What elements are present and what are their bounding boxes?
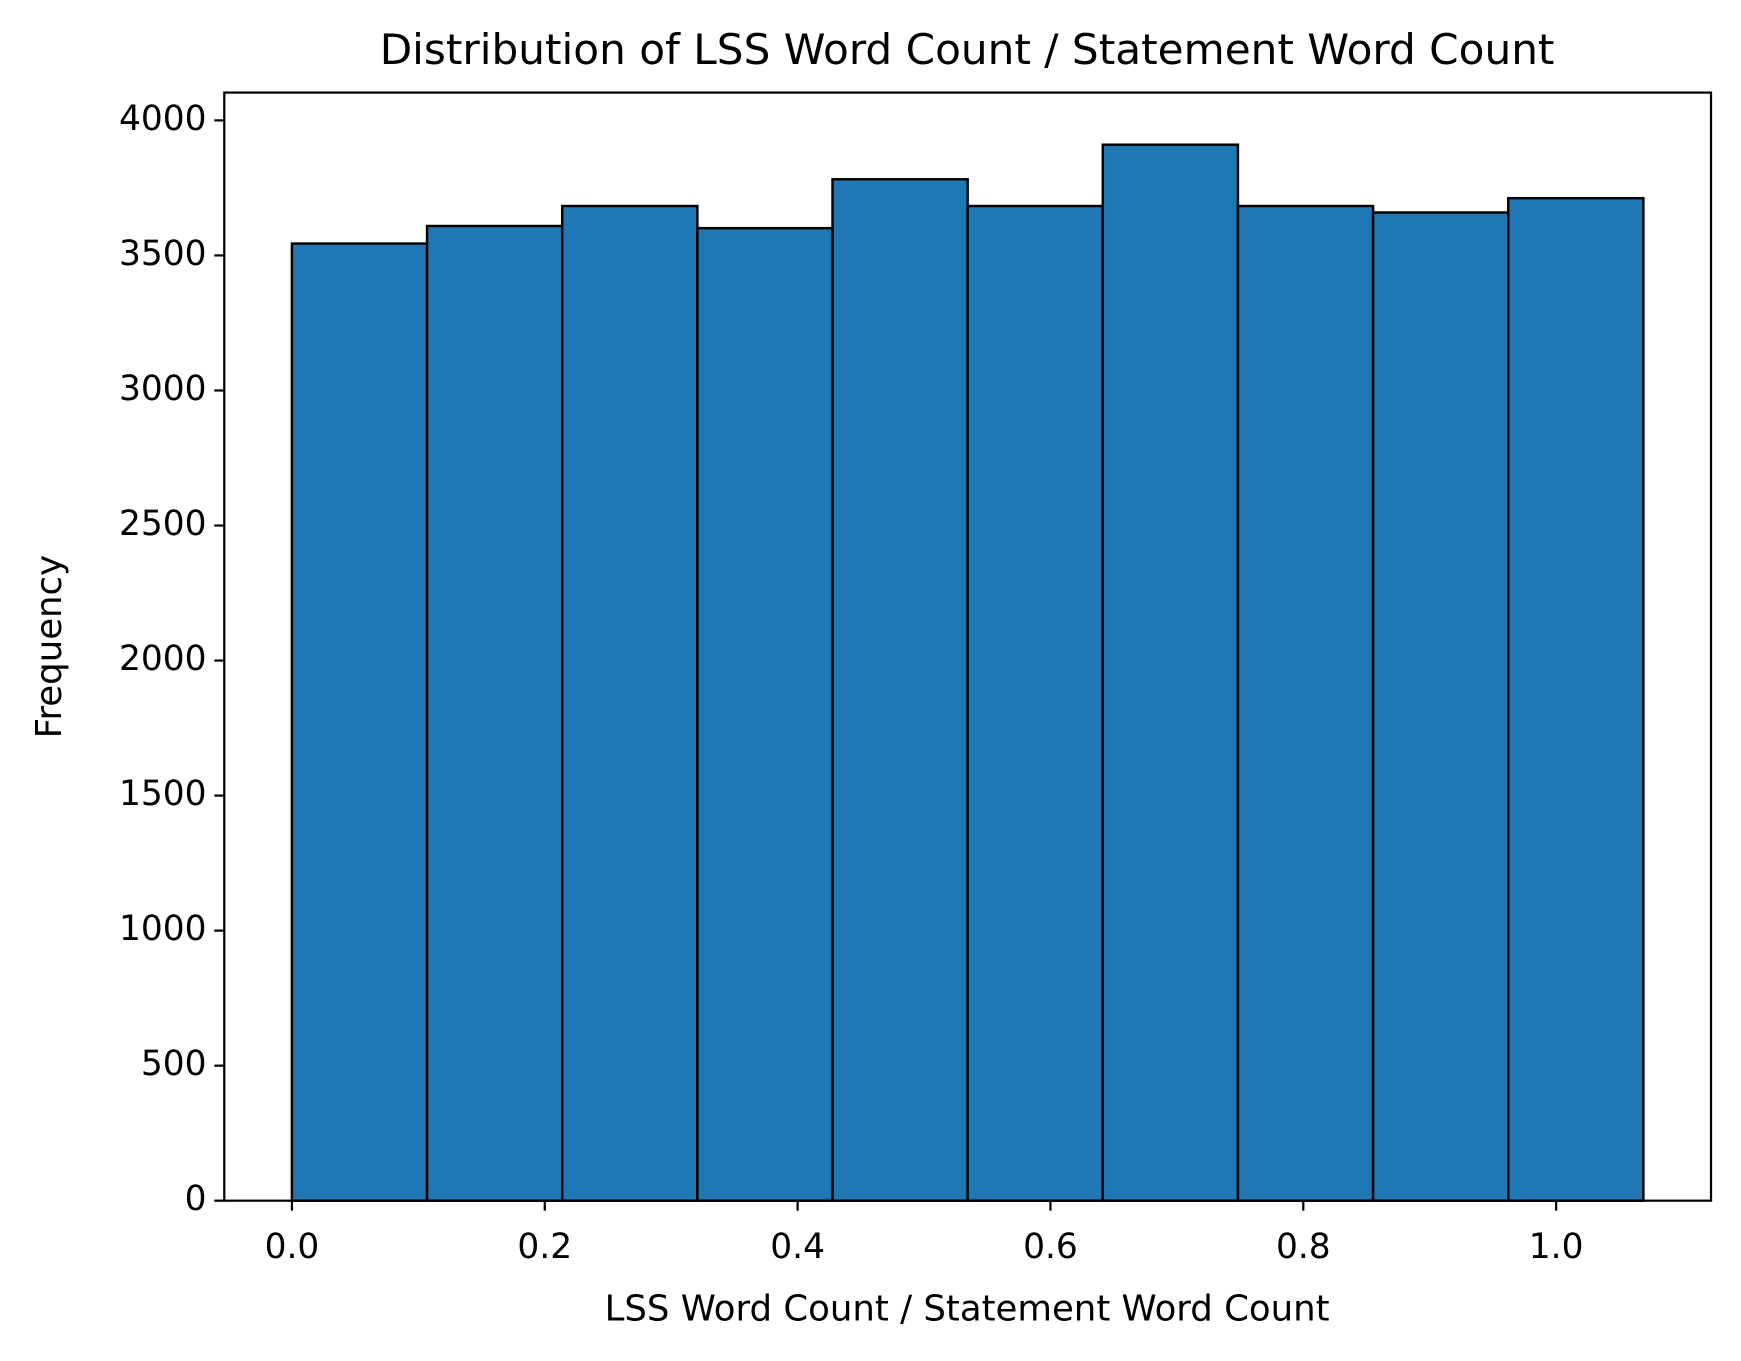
y-tick-label: 1500	[119, 774, 207, 814]
y-tick-label: 500	[141, 1044, 207, 1084]
bar	[831, 178, 969, 1202]
bar	[966, 204, 1105, 1202]
x-axis-label: LSS Word Count / Statement Word Count	[605, 1289, 1330, 1330]
x-tick-label: 0.6	[1023, 1227, 1078, 1267]
x-tick-label: 0.0	[265, 1227, 320, 1267]
y-tick-label: 1000	[119, 909, 207, 949]
y-tick-label: 3000	[119, 369, 207, 409]
y-tick-label: 3500	[119, 234, 207, 274]
bar	[1507, 196, 1645, 1202]
y-tick-label: 0	[185, 1179, 207, 1219]
bar	[425, 224, 564, 1202]
bar	[696, 226, 834, 1202]
bar	[1101, 143, 1240, 1202]
y-tick-label: 4000	[119, 99, 207, 139]
bar	[1371, 211, 1510, 1202]
x-tick-label: 0.4	[770, 1227, 825, 1267]
bar	[290, 242, 429, 1202]
x-tick-label: 0.8	[1276, 1227, 1331, 1267]
chart-title: Distribution of LSS Word Count / Stateme…	[380, 25, 1555, 74]
x-tick-label: 1.0	[1529, 1227, 1584, 1267]
x-tick-label: 0.2	[517, 1227, 572, 1267]
y-tick-label: 2500	[119, 504, 207, 544]
plot-frame	[223, 91, 1713, 1202]
bar	[560, 204, 699, 1202]
y-axis-label: Frequency	[29, 555, 70, 738]
bar	[1236, 204, 1375, 1202]
y-tick-label: 2000	[119, 639, 207, 679]
